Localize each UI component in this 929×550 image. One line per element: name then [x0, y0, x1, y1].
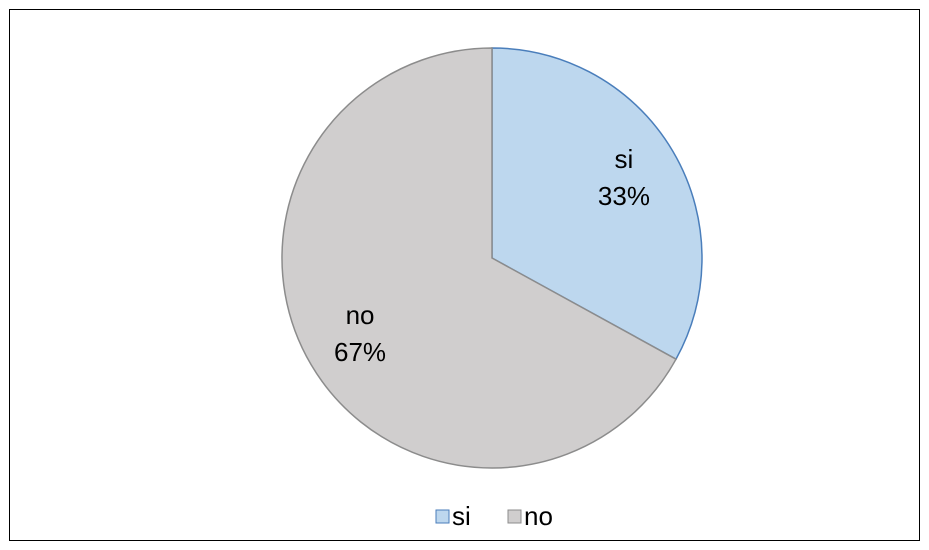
slice-value-label: 33%: [598, 181, 650, 211]
slice-value-label: 67%: [334, 337, 386, 367]
legend-swatch: [507, 509, 522, 524]
pie-slice: [281, 47, 678, 469]
legend-label: si: [452, 501, 471, 531]
legend-swatch: [435, 509, 450, 524]
pie-slice: [491, 47, 703, 361]
slice-category-label: no: [346, 300, 375, 330]
legend-label: no: [524, 501, 553, 531]
slice-category-label: si: [615, 144, 634, 174]
